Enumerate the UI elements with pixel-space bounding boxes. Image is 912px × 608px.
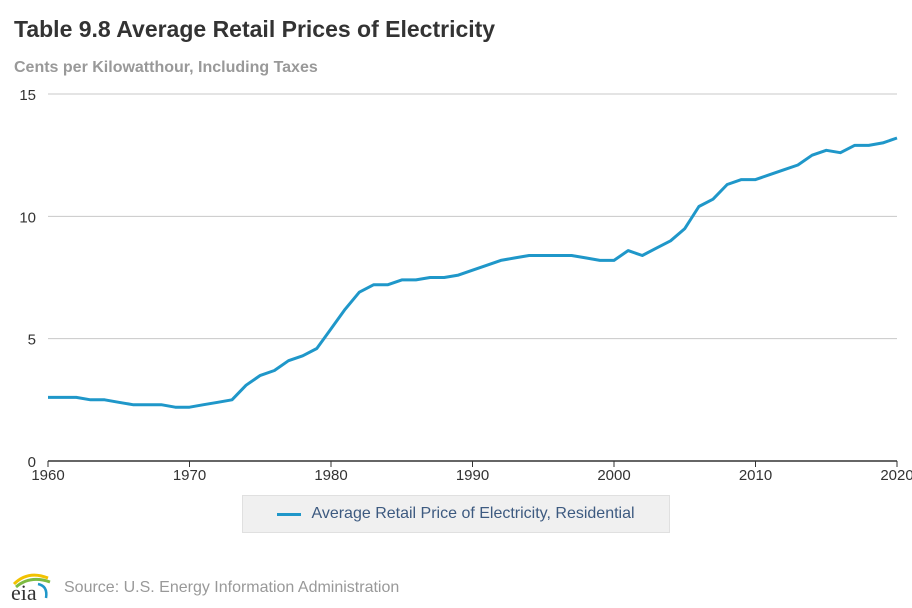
x-tick-label: 2020 xyxy=(880,467,912,484)
y-tick-label: 5 xyxy=(28,332,36,349)
x-tick-label: 2010 xyxy=(739,467,772,484)
x-tick-label: 1980 xyxy=(314,467,347,484)
legend-swatch xyxy=(277,512,302,516)
source-note: Source: U.S. Energy Information Administ… xyxy=(64,579,400,596)
x-tick-label: 1960 xyxy=(31,467,64,484)
chart-subtitle: Cents per Kilowatthour, Including Taxes xyxy=(14,59,318,76)
chart-title: Table 9.8 Average Retail Prices of Elect… xyxy=(14,16,496,42)
x-tick-label: 1970 xyxy=(173,467,206,484)
y-tick-label: 10 xyxy=(19,209,36,226)
svg-text:eia: eia xyxy=(11,580,37,604)
legend[interactable]: Average Retail Price of Electricity, Res… xyxy=(242,495,670,533)
legend-label: Average Retail Price of Electricity, Res… xyxy=(311,505,635,522)
x-tick-label: 1990 xyxy=(456,467,489,484)
y-tick-label: 0 xyxy=(28,454,36,471)
series-line xyxy=(48,136,898,409)
y-tick-label: 15 xyxy=(19,87,36,104)
x-tick-label: 2000 xyxy=(597,467,630,484)
eia-logo: eia xyxy=(11,573,51,604)
